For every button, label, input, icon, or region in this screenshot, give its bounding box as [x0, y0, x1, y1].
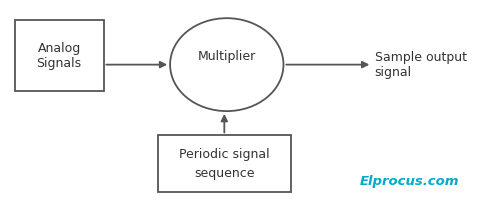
Text: Analog
Signals: Analog Signals [36, 42, 82, 69]
Text: Periodic signal
sequence: Periodic signal sequence [179, 148, 270, 180]
Text: Multiplier: Multiplier [198, 50, 256, 63]
Text: Sample output
signal: Sample output signal [375, 51, 467, 79]
Text: Elprocus.com: Elprocus.com [360, 175, 459, 188]
Bar [15, 20, 104, 91]
Bar [158, 135, 291, 192]
Ellipse shape [170, 18, 283, 111]
